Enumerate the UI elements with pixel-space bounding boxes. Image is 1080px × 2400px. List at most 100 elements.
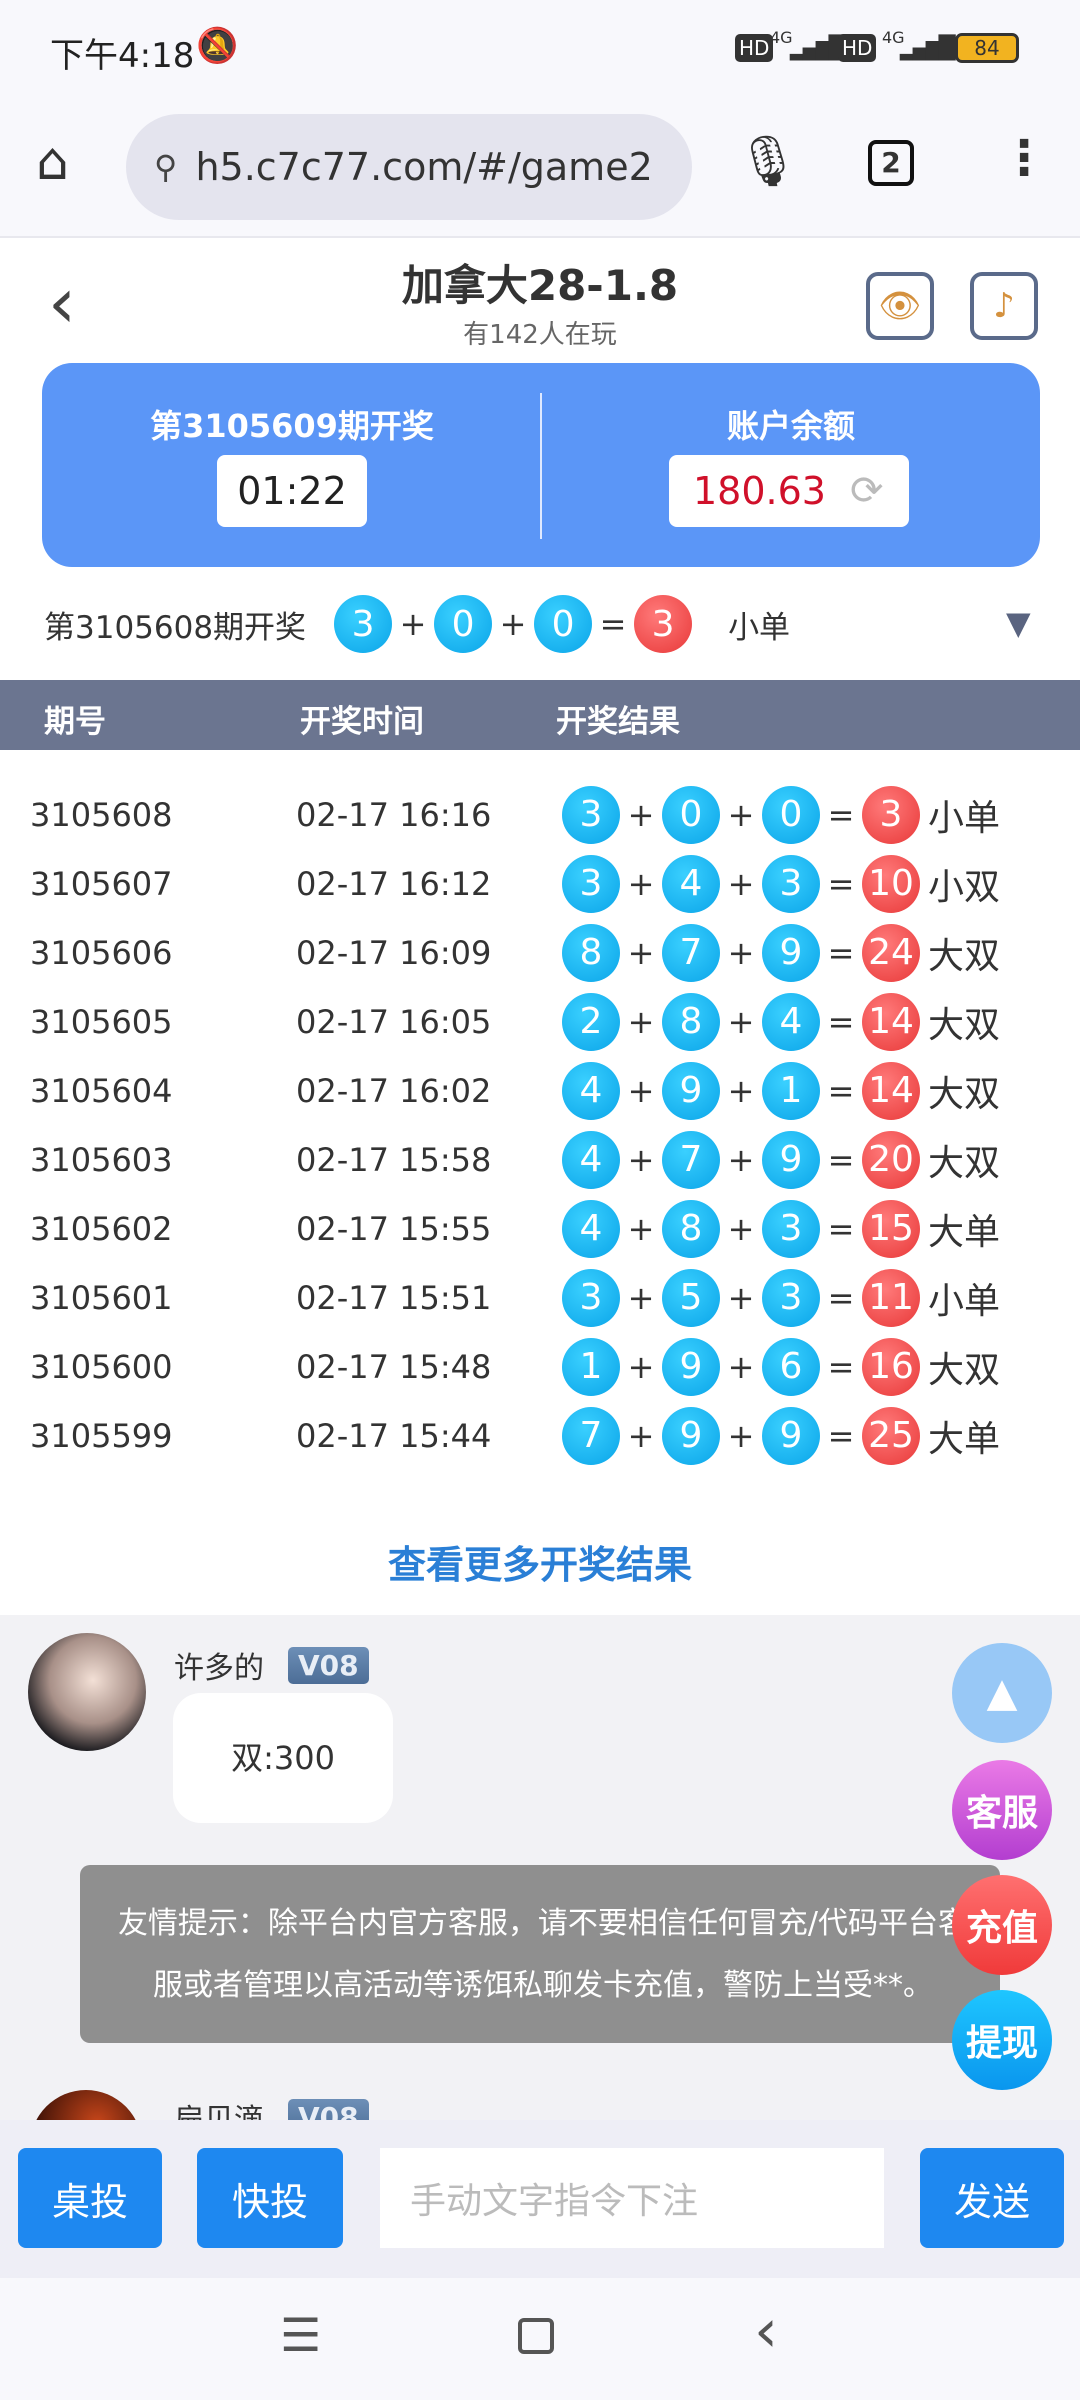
table-row: 3105607 02-17 16:12 3 + 4 + 3 = 10 小双: [0, 849, 1080, 918]
site-settings-icon[interactable]: ⚲: [154, 148, 178, 186]
ball: 8: [662, 1199, 720, 1258]
expand-dropdown-icon[interactable]: ▼: [1006, 604, 1031, 642]
sum-ball: 25: [862, 1406, 920, 1465]
refresh-icon[interactable]: ⟳: [849, 468, 884, 514]
draw-result: 8 + 7 + 9 = 24 大双: [562, 923, 1000, 982]
ball: 9: [762, 1406, 820, 1465]
draw-result: 1 + 9 + 6 = 16 大双: [562, 1337, 1001, 1396]
ball: 9: [662, 1337, 720, 1396]
more-menu-icon[interactable]: ⋮: [1000, 130, 1048, 186]
home-square-icon[interactable]: [518, 2318, 554, 2354]
result-label: 小单: [928, 1280, 1001, 1322]
last-draw-result: 小单: [728, 609, 791, 646]
safety-notice: 友情提示：除平台内官方客服，请不要相信任何冒充/代码平台客服或者管理以高活动等诱…: [80, 1865, 1000, 2043]
draw-result: 3 + 0 + 0 = 3 小单: [562, 785, 1001, 844]
ball: 9: [662, 1061, 720, 1120]
draw-result: 4 + 9 + 1 = 14 大双: [562, 1061, 1001, 1120]
result-label: 小单: [928, 797, 1001, 839]
sum-ball: 15: [862, 1199, 920, 1258]
arrow-up-icon: ▲: [986, 1670, 1018, 1716]
last-draw-label: 第3105608期开奖: [44, 609, 307, 646]
draw-result: 7 + 9 + 9 = 25 大单: [562, 1406, 1000, 1465]
draw-time: 02-17 15:55: [296, 1209, 492, 1248]
tabs-count-button[interactable]: 2: [868, 140, 914, 186]
issue-number: 3105601: [30, 1278, 173, 1317]
menu-icon[interactable]: ☰: [280, 2308, 322, 2362]
scroll-top-button[interactable]: ▲: [952, 1643, 1052, 1743]
ball: 9: [762, 923, 820, 982]
table-row: 3105600 02-17 15:48 1 + 9 + 6 = 16 大双: [0, 1332, 1080, 1401]
result-label: 大双: [928, 1349, 1001, 1391]
sum-ball: 14: [862, 1061, 920, 1120]
ball: 4: [562, 1130, 620, 1189]
players-count: 有142人在玩: [463, 320, 617, 350]
result-label: 大单: [928, 1211, 1001, 1253]
chat-area[interactable]: 许多的 V08 双:300 友情提示：除平台内官方客服，请不要相信任何冒充/代码…: [0, 1615, 1080, 2120]
draw-result: 4 + 8 + 3 = 15 大单: [562, 1199, 1001, 1258]
microphone-icon[interactable]: 🎙: [736, 132, 800, 190]
quick-bet-button[interactable]: 快投: [197, 2148, 343, 2248]
url-text[interactable]: h5.c7c77.com/#/game2: [195, 145, 653, 189]
ball: 5: [662, 1268, 720, 1327]
username: 许多的: [174, 1651, 264, 1686]
issue-number: 3105603: [30, 1140, 173, 1179]
user-avatar[interactable]: [28, 1633, 146, 1751]
ball: 1: [762, 1061, 820, 1120]
result-label: 大双: [928, 1004, 1001, 1046]
eye-icon[interactable]: 👁: [866, 272, 934, 340]
ball: 3: [762, 1199, 820, 1258]
recharge-button[interactable]: 充值: [952, 1875, 1052, 1975]
system-nav-bar: ☰ ‹: [0, 2278, 1080, 2400]
customer-service-button[interactable]: 客服: [952, 1760, 1052, 1860]
message-bubble: 双:300: [173, 1693, 393, 1823]
table-bet-button[interactable]: 桌投: [18, 2148, 162, 2248]
browser-toolbar: ⌂ ⚲ h5.c7c77.com/#/game2 🎙 2 ⋮: [0, 100, 1080, 238]
ball: 0: [434, 595, 493, 653]
ball: 3: [562, 1268, 620, 1327]
ball: 4: [762, 992, 820, 1051]
table-row: 3105601 02-17 15:51 3 + 5 + 3 = 11 小单: [0, 1263, 1080, 1332]
withdraw-button[interactable]: 提现: [952, 1990, 1052, 2090]
table-row: 3105608 02-17 16:16 3 + 0 + 0 = 3 小单: [0, 780, 1080, 849]
battery-icon: 84: [955, 33, 1019, 63]
send-button[interactable]: 发送: [920, 2148, 1064, 2248]
sum-ball: 20: [862, 1130, 920, 1189]
ball: 7: [662, 923, 720, 982]
ball: 9: [762, 1130, 820, 1189]
sum-ball: 16: [862, 1337, 920, 1396]
ball: 3: [762, 854, 820, 913]
sum-ball: 3: [862, 785, 920, 844]
ball: 7: [662, 1130, 720, 1189]
username: 扁贝滴: [174, 2095, 264, 2120]
balance-value: 180.63: [693, 469, 826, 513]
status-time: 下午4:18: [50, 36, 195, 76]
table-row: 3105599 02-17 15:44 7 + 9 + 9 = 25 大单: [0, 1401, 1080, 1470]
ball: 9: [662, 1406, 720, 1465]
countdown: 01:22: [217, 455, 367, 527]
message-header: 许多的 V08: [174, 1643, 369, 1687]
divider: [540, 393, 542, 539]
back-icon[interactable]: ‹: [48, 262, 76, 344]
issue-number: 3105605: [30, 1002, 173, 1041]
header-result: 开奖结果: [556, 704, 680, 740]
music-icon[interactable]: ♪: [970, 272, 1038, 340]
issue-number: 3105606: [30, 933, 173, 972]
result-label: 大双: [928, 1142, 1001, 1184]
table-row: 3105602 02-17 15:55 4 + 8 + 3 = 15 大单: [0, 1194, 1080, 1263]
address-bar[interactable]: ⚲ h5.c7c77.com/#/game2: [126, 114, 692, 220]
user-avatar[interactable]: [30, 2090, 142, 2120]
ball: 3: [334, 595, 393, 653]
last-draw-row[interactable]: 第3105608期开奖 3 + 0 + 0 = 3 小单: [44, 592, 790, 656]
command-input[interactable]: 手动文字指令下注: [380, 2148, 884, 2248]
balance-label: 账户余额: [726, 407, 855, 445]
signal-icon: ▂▄▆█: [900, 36, 956, 61]
ball: 4: [662, 854, 720, 913]
view-more-link[interactable]: 查看更多开奖结果: [387, 1543, 692, 1587]
result-label: 大双: [928, 1073, 1001, 1115]
ball: 1: [562, 1337, 620, 1396]
draw-time: 02-17 15:48: [296, 1347, 492, 1386]
sum-ball: 14: [862, 992, 920, 1051]
back-nav-icon[interactable]: ‹: [754, 2296, 778, 2366]
home-icon[interactable]: ⌂: [36, 132, 70, 192]
issue-number: 3105607: [30, 864, 173, 903]
